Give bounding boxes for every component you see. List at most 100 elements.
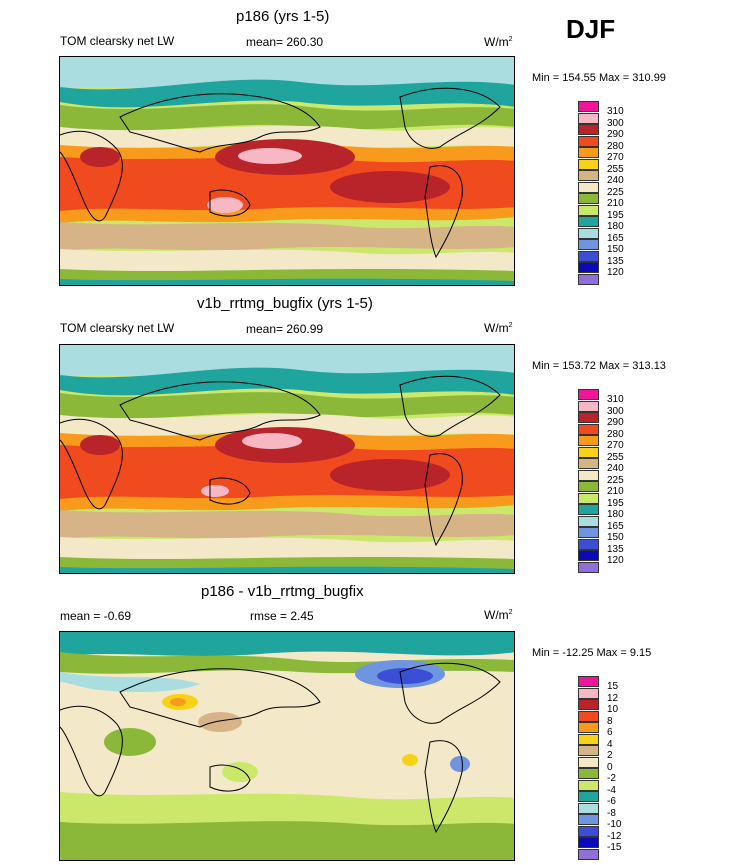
legend-label: 120 [607,555,624,566]
legend-swatch [578,745,599,756]
panel-2-minmax: Min = 153.72 Max = 313.13 [532,360,666,372]
panel-1-field-label: TOM clearsky net LW [60,34,175,48]
panel-1-mean: mean= 260.30 [246,35,324,49]
legend-label: 300 [607,405,624,417]
legend-swatch [578,158,599,170]
legend-swatch [578,538,599,550]
legend-label: 210 [607,486,624,497]
legend-label: 8 [607,715,613,727]
legend-swatch [578,492,599,504]
legend-label: 270 [607,440,624,451]
legend-label: 225 [607,186,624,198]
legend-swatch [578,112,599,124]
legend-label: 0 [607,761,613,773]
legend-swatch [578,722,599,733]
legend-swatch [578,481,599,492]
legend-label: 15 [607,681,619,692]
legend-swatch [578,400,599,412]
legend-label: 280 [607,140,624,152]
legend-label: 165 [607,232,624,244]
legend-label: 290 [607,417,624,428]
panel-2-title: v1b_rrtmg_bugfix (yrs 1-5) [197,295,373,312]
legend-label: 195 [607,209,624,221]
legend-swatch [578,250,599,262]
legend-label: -10 [607,819,622,830]
legend-label: 270 [607,152,624,163]
legend-swatch [578,216,599,227]
season-label: DJF [566,14,616,44]
legend-label: 310 [607,106,624,117]
legend-swatch [578,504,599,515]
legend-label: 150 [607,244,624,255]
legend-label: -8 [607,807,616,819]
legend-label: 135 [607,255,624,267]
panel-2-mean: mean= 260.99 [246,322,324,336]
legend-swatch [578,825,599,837]
legend-swatch [578,147,599,158]
legend-label: -6 [607,796,616,807]
legend-swatch [578,561,599,573]
legend-label: 255 [607,163,624,175]
legend-label: 180 [607,221,624,232]
legend-label: 240 [607,463,624,474]
legend-swatch [578,193,599,204]
legend-swatch [578,814,599,825]
legend-label: 4 [607,738,613,750]
legend-swatch [578,412,599,423]
legend-swatch [578,768,599,779]
legend-swatch [578,779,599,791]
legend-swatch [578,699,599,710]
legend-swatch [578,848,599,860]
legend-label: 240 [607,175,624,186]
legend-label: 255 [607,451,624,463]
legend-swatch [578,135,599,147]
legend-swatch [578,273,599,285]
legend-swatch [578,802,599,814]
legend-swatch [578,837,599,848]
legend-swatch [578,170,599,181]
legend-label: 120 [607,267,624,278]
legend-label: 195 [607,497,624,509]
legend-label: 310 [607,394,624,405]
panel-1-minmax: Min = 154.55 Max = 310.99 [532,72,666,84]
legend-swatch [578,676,599,687]
legend-label: 280 [607,428,624,440]
panel-3-title: p186 - v1b_rrtmg_bugfix [201,583,364,600]
legend-swatch [578,204,599,216]
legend-label: 6 [607,727,613,738]
legend-label: -2 [607,773,616,784]
panel-3-minmax: Min = -12.25 Max = 9.15 [532,647,652,659]
legend-label: 180 [607,509,624,520]
legend-swatch [578,124,599,135]
panel-2-legend: 310 300 290 280 270 255 240 225 210 195 180 165 150 1… [578,389,658,575]
legend-label: 12 [607,692,619,704]
panel-2-map [59,344,515,574]
legend-swatch [578,733,599,745]
panel-3-map [59,631,515,861]
panel-2-units: W/m2 [484,321,513,335]
legend-swatch [578,423,599,435]
legend-label: 2 [607,750,613,761]
legend-swatch [578,262,599,273]
panel-3-legend: 15 12 10 8 6 4 2 0 -2 -4 -6 -8 -10 -12 -15 [578,676,658,862]
legend-label: 150 [607,532,624,543]
legend-swatch [578,227,599,239]
legend-swatch [578,239,599,250]
legend-swatch [578,469,599,481]
legend-label: 290 [607,129,624,140]
legend-label: 300 [607,117,624,129]
legend-swatch [578,458,599,469]
legend-swatch [578,527,599,538]
legend-label: 165 [607,520,624,532]
legend-label: 210 [607,198,624,209]
legend-swatch [578,181,599,193]
panel-2-field-label: TOM clearsky net LW [60,321,175,335]
panel-1-legend: 310 300 290 280 270 255 240 225 210 195 180 165 150 1… [578,101,658,287]
panel-1-map [59,56,515,286]
legend-swatch [578,756,599,768]
legend-label: 10 [607,704,619,715]
legend-swatch [578,446,599,458]
legend-label: 225 [607,474,624,486]
legend-swatch [578,791,599,802]
legend-swatch [578,687,599,699]
